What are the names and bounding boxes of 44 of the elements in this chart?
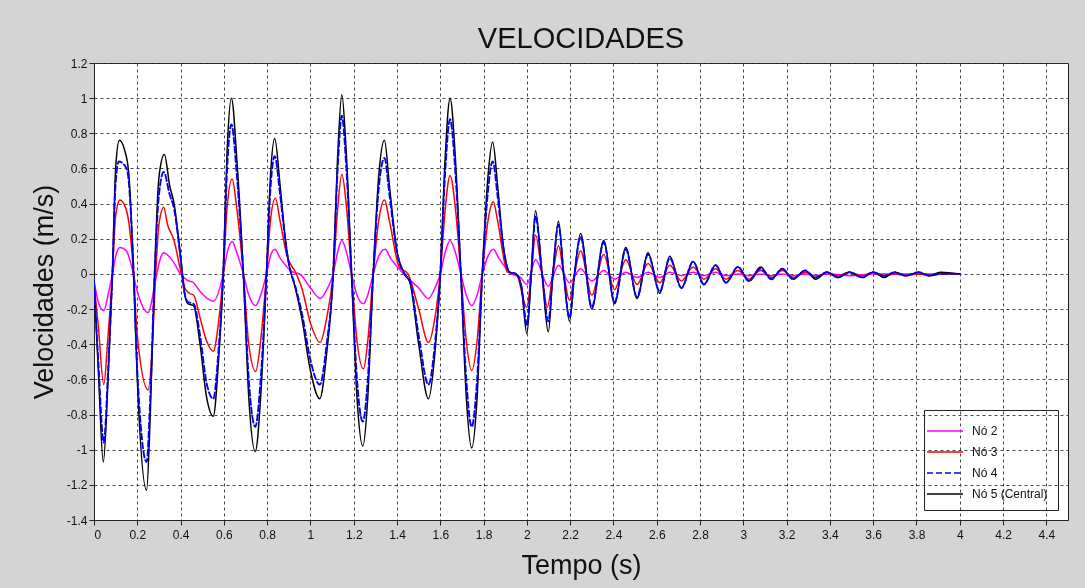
x-tick-label: 4.4 [1038, 527, 1056, 542]
y-tick-label: -0.8 [66, 408, 88, 423]
x-tick-label: 4.2 [995, 527, 1013, 542]
y-tick-label: 0.4 [70, 197, 88, 212]
x-tick-label: 0.6 [216, 527, 234, 542]
x-tick-label: 0.2 [129, 527, 147, 542]
x-tick-label: 1.4 [389, 527, 407, 542]
y-tick-label: -0.4 [66, 337, 88, 352]
y-tick-label: 0.2 [70, 232, 88, 247]
x-tick-label: 1.2 [345, 527, 363, 542]
y-tick-label: -1.2 [66, 478, 88, 493]
y-tick-label: -0.2 [66, 302, 88, 317]
legend-label: Nó 5 (Central) [972, 487, 1048, 501]
x-tick-label: 0 [94, 527, 102, 542]
x-axis-title: Tempo (s) [521, 549, 642, 580]
y-tick-label: 0.8 [70, 126, 88, 141]
legend-label: Nó 4 [972, 466, 998, 480]
x-tick-label: 4 [956, 527, 964, 542]
y-tick-label: 1.2 [70, 56, 88, 71]
x-tick-label: 3.8 [908, 527, 926, 542]
x-tick-label: 2.6 [648, 527, 666, 542]
y-tick-label: 0 [80, 267, 88, 282]
y-tick-label: 1 [80, 91, 88, 106]
x-tick-label: 2.8 [692, 527, 710, 542]
x-tick-label: 2.4 [605, 527, 623, 542]
x-tick-label: 1 [307, 527, 315, 542]
x-tick-label: 2 [524, 527, 532, 542]
y-tick-label: -0.6 [66, 372, 88, 387]
x-tick-label: 3 [740, 527, 748, 542]
x-tick-label: 0.4 [172, 527, 190, 542]
x-tick-label: 1.8 [475, 527, 493, 542]
legend-label: Nó 2 [972, 424, 998, 438]
legend-label: Nó 3 [972, 445, 998, 459]
y-axis-title: Velocidades (m/s) [28, 184, 59, 400]
y-tick-label: 0.6 [70, 161, 88, 176]
x-tick-label: 3.6 [865, 527, 883, 542]
x-tick-label: 1.6 [432, 527, 450, 542]
y-tick-label: -1 [76, 443, 88, 458]
x-tick-label: 0.8 [259, 527, 277, 542]
x-tick-label: 2.2 [562, 527, 580, 542]
x-tick-label: 3.2 [778, 527, 796, 542]
chart-title: VELOCIDADES [477, 22, 685, 54]
y-tick-label: -1.4 [66, 513, 88, 528]
x-tick-label: 3.4 [822, 527, 840, 542]
